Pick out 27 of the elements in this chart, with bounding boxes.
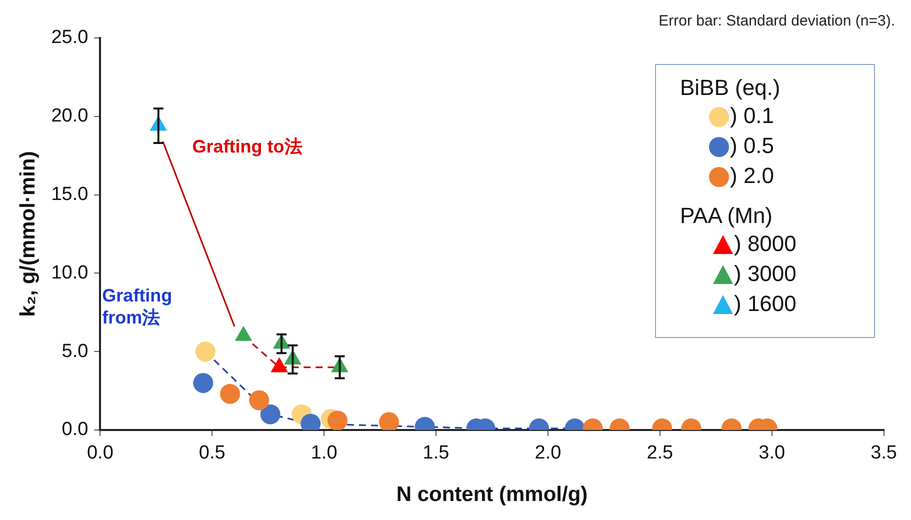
y-tick-label: 15.0	[51, 184, 88, 206]
annotation: Grafting from法	[102, 286, 172, 328]
x-tick-label: 3.0	[758, 442, 786, 464]
x-tick-label: 3.5	[870, 442, 898, 464]
x-tick-label: 0.0	[86, 442, 114, 464]
x-tick-label: 1.5	[422, 442, 450, 464]
y-axis-title: k₂, g/(mmol·min)	[16, 151, 40, 317]
x-tick-label: 0.5	[198, 442, 226, 464]
annotation: PAA (Mn)	[680, 203, 774, 229]
x-axis-title: N content (mmol/g)	[396, 483, 588, 506]
y-tick-label: 25.0	[51, 27, 88, 48]
legend-title: BiBB (eq.)	[680, 75, 782, 101]
legend-label: ) 0.1	[730, 103, 774, 128]
y-tick-label: 5.0	[62, 340, 88, 362]
legend-label: ) 8000	[734, 231, 796, 256]
x-tick-label: 2.0	[534, 442, 562, 464]
legend-label: ) 1600	[734, 291, 796, 316]
annotation: Grafting to法	[192, 136, 302, 157]
y-tick-label: 20.0	[51, 106, 88, 127]
legend-label: ) 3000	[734, 261, 796, 286]
text: Error bar: Standard deviation (n=3).	[658, 12, 895, 30]
legend-label: ) 2.0	[730, 163, 774, 188]
y-tick-label: 10.0	[51, 262, 88, 284]
y-tick-label: 0.0	[62, 419, 88, 440]
x-tick-label: 1.0	[310, 442, 338, 464]
legend-label: ) 0.5	[730, 133, 774, 158]
x-tick-label: 2.5	[646, 442, 674, 464]
